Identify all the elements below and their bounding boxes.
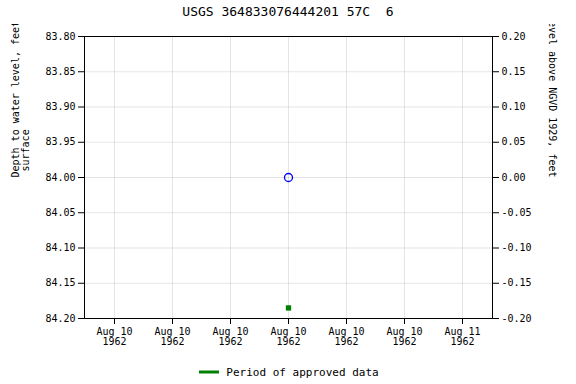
svg-text:-0.15: -0.15 — [502, 277, 532, 288]
svg-text:83.90: 83.90 — [45, 101, 75, 112]
svg-text:84.05: 84.05 — [45, 207, 75, 218]
svg-text:83.95: 83.95 — [45, 136, 75, 147]
svg-text:Depth to water level, feet bel: Depth to water level, feet below land su… — [10, 24, 31, 178]
svg-text:Aug 101962: Aug 101962 — [212, 326, 248, 347]
svg-text:Aug 101962: Aug 101962 — [154, 326, 190, 347]
svg-text:84.15: 84.15 — [45, 277, 75, 288]
svg-text:Aug 101962: Aug 101962 — [270, 326, 306, 347]
svg-text:Groundwater level above NGVD 1: Groundwater level above NGVD 1929, feet — [547, 24, 558, 178]
svg-text:-0.05: -0.05 — [502, 207, 532, 218]
svg-text:-0.20: -0.20 — [502, 313, 532, 324]
svg-text:84.00: 84.00 — [45, 172, 75, 183]
svg-text:Aug 101962: Aug 101962 — [96, 326, 132, 347]
html-text:USGS 364833076444201 57C 6: USGS 364833076444201 57C 6 — [182, 4, 394, 19]
svg-text:84.10: 84.10 — [45, 242, 75, 253]
svg-text:Aug 111962: Aug 111962 — [444, 326, 480, 347]
svg-text:83.85: 83.85 — [45, 66, 75, 77]
svg-text:0.10: 0.10 — [502, 101, 526, 112]
svg-text:0.00: 0.00 — [502, 172, 526, 183]
html-text:Period of approved data: Period of approved data — [226, 365, 379, 379]
svg-text:Aug 101962: Aug 101962 — [386, 326, 422, 347]
svg-text:0.20: 0.20 — [502, 31, 526, 42]
svg-text:84.20: 84.20 — [45, 313, 75, 324]
svg-text:Aug 101962: Aug 101962 — [328, 326, 364, 347]
svg-text:-0.10: -0.10 — [502, 242, 532, 253]
svg-text:0.05: 0.05 — [502, 136, 526, 147]
svg-text:83.80: 83.80 — [45, 31, 75, 42]
svg-text:0.15: 0.15 — [502, 66, 526, 77]
